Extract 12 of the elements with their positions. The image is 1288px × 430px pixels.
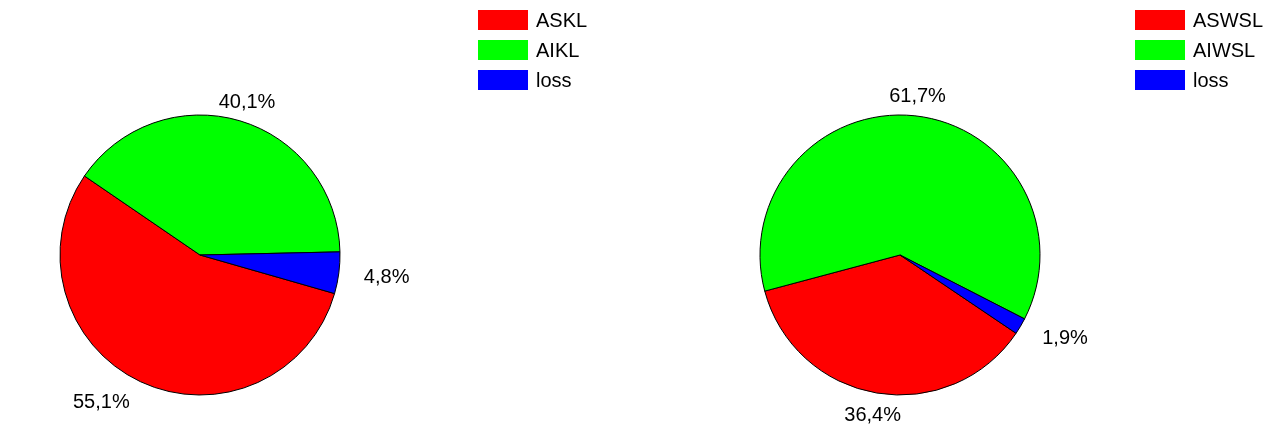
legend-label: loss [1193, 69, 1229, 91]
data-label: 1,9% [1042, 325, 1089, 348]
data-label: 55,1% [72, 389, 130, 412]
legend-label: AIWSL [1193, 39, 1256, 61]
legend-label: AIKL [536, 39, 580, 61]
legend-label: ASWSL [1193, 9, 1264, 31]
data-label: 4,8% [363, 264, 410, 287]
legend-label: loss [536, 69, 572, 91]
data-label: 61,7% [889, 83, 947, 106]
data-label: 36,4% [844, 402, 902, 425]
legend-label: ASKL [536, 9, 588, 31]
data-label: 40,1% [218, 89, 276, 112]
